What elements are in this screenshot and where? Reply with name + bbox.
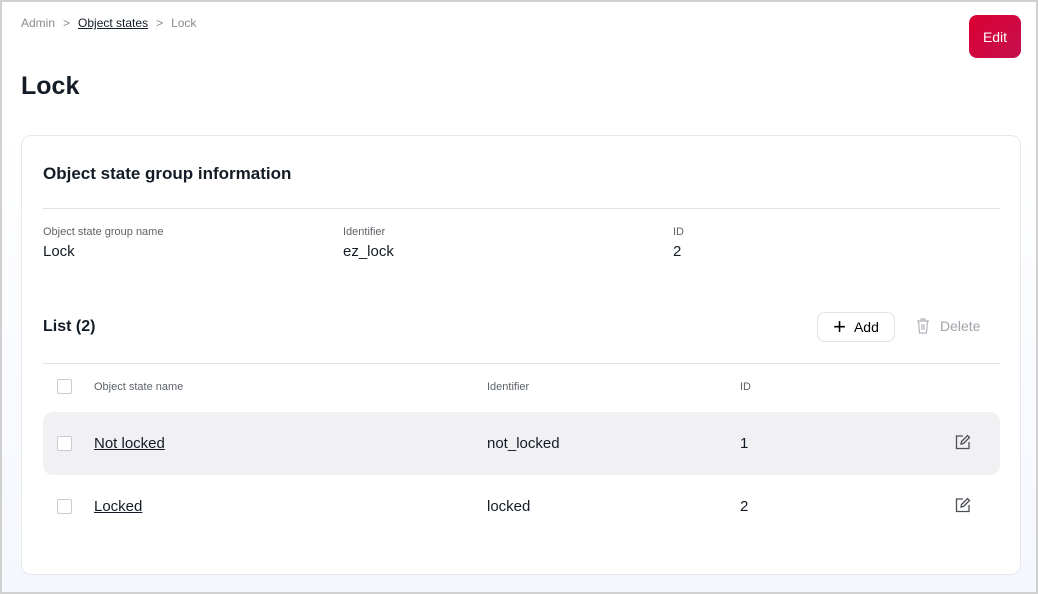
plus-icon: + (833, 314, 846, 339)
edit-button[interactable]: Edit (969, 15, 1021, 58)
field-label: Object state group name (43, 226, 164, 238)
field-value: ez_lock (343, 243, 394, 260)
select-all-checkbox[interactable] (57, 379, 72, 394)
add-button[interactable]: + Add (817, 312, 895, 342)
list-title: List (2) (43, 318, 96, 335)
edit-icon[interactable] (955, 497, 971, 513)
field-label: Identifier (343, 226, 386, 238)
state-identifier: locked (487, 498, 531, 515)
table-row: Not locked not_locked 1 (43, 412, 1000, 475)
info-card: Object state group information Object st… (21, 135, 1021, 575)
breadcrumb-object-states[interactable]: Object states (78, 16, 149, 30)
section-heading: Object state group information (43, 164, 292, 183)
page-title: Lock (21, 72, 80, 100)
divider (43, 363, 1000, 364)
breadcrumb-separator: > (156, 16, 164, 30)
column-header-identifier: Identifier (487, 381, 530, 393)
field-value: Lock (43, 243, 75, 260)
edit-icon[interactable] (955, 434, 971, 450)
breadcrumb: Admin > Object states > Lock (21, 16, 204, 30)
breadcrumb-current: Lock (171, 16, 197, 30)
row-checkbox[interactable] (57, 436, 72, 451)
state-identifier: not_locked (487, 435, 560, 452)
add-label: Add (853, 319, 879, 335)
field-label: ID (673, 226, 684, 238)
state-id: 1 (740, 435, 749, 452)
state-name-link[interactable]: Not locked (94, 435, 165, 452)
field-value: 2 (673, 243, 682, 260)
column-header-id: ID (740, 381, 751, 393)
delete-button[interactable]: Delete (916, 318, 980, 334)
breadcrumb-separator: > (63, 16, 71, 30)
row-checkbox[interactable] (57, 499, 72, 514)
state-name-link[interactable]: Locked (94, 498, 143, 515)
trash-icon (917, 318, 929, 334)
state-id: 2 (740, 498, 749, 515)
divider (43, 208, 1000, 209)
delete-label: Delete (940, 318, 981, 334)
table-row: Locked locked 2 (43, 475, 1000, 538)
column-header-name: Object state name (94, 381, 184, 393)
breadcrumb-admin[interactable]: Admin (21, 16, 56, 30)
